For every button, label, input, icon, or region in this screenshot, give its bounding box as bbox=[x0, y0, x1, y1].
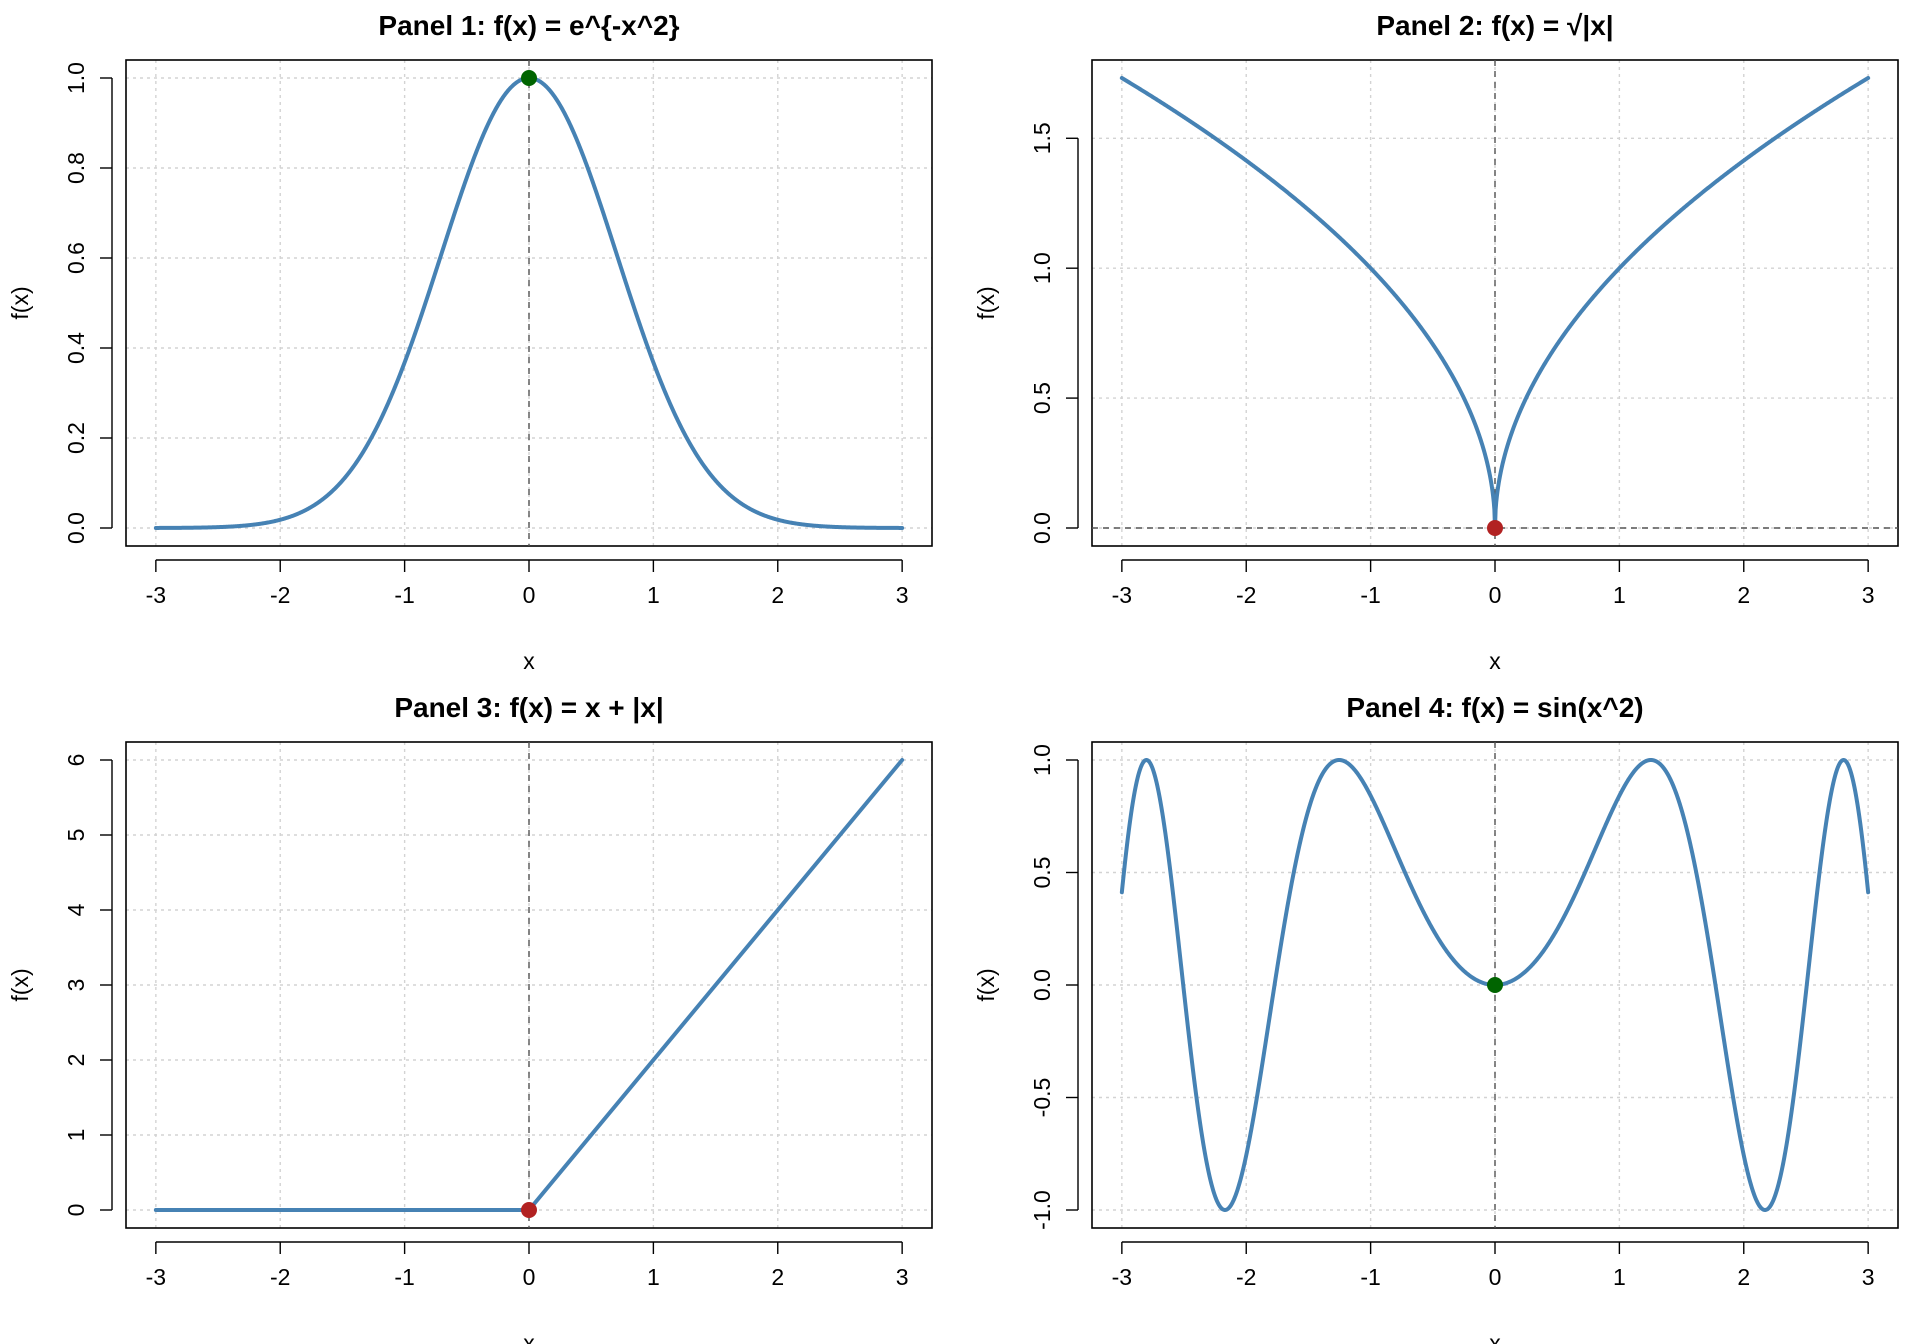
y-tick-label: 4 bbox=[63, 903, 89, 916]
x-tick-label: -3 bbox=[1112, 1264, 1132, 1290]
y-axis-label: f(x) bbox=[7, 968, 33, 1001]
panel-title: Panel 2: f(x) = √|x| bbox=[1376, 10, 1613, 41]
x-tick-label: 2 bbox=[1737, 582, 1750, 608]
x-tick-label: 2 bbox=[771, 582, 784, 608]
panel-4: -3 -2 -1 0 1 2 3 -1.0 -0.5 0.0 0.5 1.0 Panel 4: f(x)… bbox=[973, 692, 1899, 1344]
y-axis-label: f(x) bbox=[973, 286, 999, 319]
y-tick-label: 0.8 bbox=[63, 152, 89, 184]
x-axis-label: x bbox=[523, 1330, 535, 1344]
x-tick-label: 1 bbox=[647, 1264, 660, 1290]
x-tick-label: -2 bbox=[270, 582, 290, 608]
y-tick-label: 0.5 bbox=[1029, 857, 1055, 889]
y-tick-label: 0.5 bbox=[1029, 382, 1055, 414]
y-tick-label: -0.5 bbox=[1029, 1078, 1055, 1118]
y-tick-label: 0.0 bbox=[63, 512, 89, 544]
x-tick-label: 0 bbox=[1489, 582, 1502, 608]
y-axis-label: f(x) bbox=[973, 968, 999, 1001]
x-tick-label: 1 bbox=[1613, 1264, 1626, 1290]
y-tick-label: 1.0 bbox=[63, 62, 89, 94]
x-tick-label: 1 bbox=[647, 582, 660, 608]
x-tick-label: 0 bbox=[523, 582, 536, 608]
x-tick-label: -3 bbox=[1112, 582, 1132, 608]
y-tick-label: 1.0 bbox=[1029, 744, 1055, 776]
y-tick-label: 2 bbox=[63, 1054, 89, 1067]
x-tick-label: -1 bbox=[394, 582, 414, 608]
panel-title: Panel 3: f(x) = x + |x| bbox=[394, 692, 663, 723]
x-tick-label: -1 bbox=[1360, 582, 1380, 608]
panel-2: -3 -2 -1 0 1 2 3 0.0 0.5 1.0 1.5 Panel 2: f(x) = √|… bbox=[973, 10, 1899, 674]
x-tick-label: 3 bbox=[896, 582, 909, 608]
y-axis-label: f(x) bbox=[7, 286, 33, 319]
y-tick-label: 6 bbox=[63, 754, 89, 767]
x-tick-label: 2 bbox=[771, 1264, 784, 1290]
x-tick-label: -3 bbox=[146, 1264, 166, 1290]
x-tick-label: -1 bbox=[394, 1264, 414, 1290]
x-tick-label: 2 bbox=[1737, 1264, 1750, 1290]
y-tick-label: 5 bbox=[63, 829, 89, 842]
panel-title: Panel 1: f(x) = e^{-x^2} bbox=[378, 10, 679, 41]
y-tick-label: 0.0 bbox=[1029, 969, 1055, 1001]
y-tick-label: 1.0 bbox=[1029, 252, 1055, 284]
x-tick-label: -2 bbox=[1236, 1264, 1256, 1290]
y-tick-label: 0.6 bbox=[63, 242, 89, 274]
panel-1: -3 -2 -1 0 1 2 3 0.0 0.2 0.4 0.6 0.8 1.0 Panel 1: f(x… bbox=[7, 10, 933, 674]
x-axis-label: x bbox=[1489, 1330, 1501, 1344]
x-tick-label: -2 bbox=[1236, 582, 1256, 608]
x-tick-label: -3 bbox=[146, 582, 166, 608]
x-tick-label: 3 bbox=[1862, 582, 1875, 608]
y-tick-label: -1.0 bbox=[1029, 1190, 1055, 1230]
y-tick-label: 1 bbox=[63, 1129, 89, 1142]
highlight-point bbox=[1487, 977, 1503, 993]
y-tick-label: 3 bbox=[63, 979, 89, 992]
x-tick-label: -1 bbox=[1360, 1264, 1380, 1290]
panel-title: Panel 4: f(x) = sin(x^2) bbox=[1346, 692, 1643, 723]
x-tick-label: 3 bbox=[1862, 1264, 1875, 1290]
x-tick-label: 0 bbox=[1489, 1264, 1502, 1290]
y-tick-label: 0 bbox=[63, 1204, 89, 1217]
highlight-point bbox=[1487, 520, 1503, 536]
y-tick-label: 0.2 bbox=[63, 422, 89, 454]
highlight-point bbox=[521, 70, 537, 86]
x-tick-label: 0 bbox=[523, 1264, 536, 1290]
x-tick-label: 3 bbox=[896, 1264, 909, 1290]
x-axis-label: x bbox=[523, 648, 535, 674]
y-tick-label: 1.5 bbox=[1029, 122, 1055, 154]
y-tick-label: 0.4 bbox=[63, 332, 89, 364]
x-tick-label: 1 bbox=[1613, 582, 1626, 608]
x-tick-label: -2 bbox=[270, 1264, 290, 1290]
x-axis-label: x bbox=[1489, 648, 1501, 674]
y-tick-label: 0.0 bbox=[1029, 512, 1055, 544]
panel-3: -3 -2 -1 0 1 2 3 0 1 2 3 4 5 6 Panel 3: f(x) = x + |x|… bbox=[7, 692, 933, 1344]
highlight-point bbox=[521, 1202, 537, 1218]
